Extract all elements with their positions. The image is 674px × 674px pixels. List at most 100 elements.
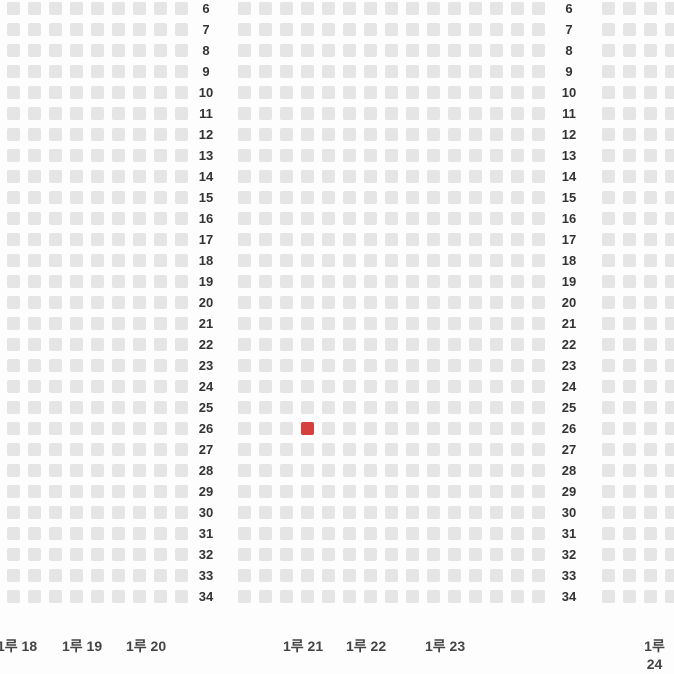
seat[interactable] bbox=[91, 254, 104, 267]
seat[interactable] bbox=[406, 233, 419, 246]
seat[interactable] bbox=[259, 338, 272, 351]
seat[interactable] bbox=[112, 254, 125, 267]
seat[interactable] bbox=[364, 590, 377, 603]
seat[interactable] bbox=[91, 506, 104, 519]
seat[interactable] bbox=[70, 233, 83, 246]
seat[interactable] bbox=[427, 401, 440, 414]
seat[interactable] bbox=[91, 359, 104, 372]
seat[interactable] bbox=[112, 338, 125, 351]
seat[interactable] bbox=[259, 23, 272, 36]
seat[interactable] bbox=[665, 317, 674, 330]
seat[interactable] bbox=[406, 443, 419, 456]
seat[interactable] bbox=[154, 527, 167, 540]
seat[interactable] bbox=[280, 254, 293, 267]
seat[interactable] bbox=[28, 65, 41, 78]
seat[interactable] bbox=[301, 422, 314, 435]
seat[interactable] bbox=[49, 23, 62, 36]
seat[interactable] bbox=[623, 380, 636, 393]
seat[interactable] bbox=[238, 590, 251, 603]
seat[interactable] bbox=[133, 44, 146, 57]
seat[interactable] bbox=[154, 23, 167, 36]
seat[interactable] bbox=[406, 422, 419, 435]
seat[interactable] bbox=[602, 317, 615, 330]
seat[interactable] bbox=[385, 401, 398, 414]
seat[interactable] bbox=[469, 44, 482, 57]
seat[interactable] bbox=[448, 23, 461, 36]
seat[interactable] bbox=[91, 527, 104, 540]
seat[interactable] bbox=[7, 170, 20, 183]
seat[interactable] bbox=[112, 296, 125, 309]
seat[interactable] bbox=[133, 359, 146, 372]
seat[interactable] bbox=[91, 170, 104, 183]
seat[interactable] bbox=[511, 23, 524, 36]
seat[interactable] bbox=[322, 191, 335, 204]
seat[interactable] bbox=[322, 149, 335, 162]
seat[interactable] bbox=[28, 107, 41, 120]
seat[interactable] bbox=[343, 170, 356, 183]
seat[interactable] bbox=[511, 569, 524, 582]
seat[interactable] bbox=[70, 44, 83, 57]
seat[interactable] bbox=[28, 401, 41, 414]
seat[interactable] bbox=[301, 317, 314, 330]
seat[interactable] bbox=[7, 506, 20, 519]
seat[interactable] bbox=[28, 233, 41, 246]
seat[interactable] bbox=[406, 548, 419, 561]
seat[interactable] bbox=[427, 2, 440, 15]
seat[interactable] bbox=[175, 506, 188, 519]
seat[interactable] bbox=[427, 170, 440, 183]
seat[interactable] bbox=[448, 359, 461, 372]
seat[interactable] bbox=[91, 443, 104, 456]
seat[interactable] bbox=[469, 464, 482, 477]
seat[interactable] bbox=[623, 527, 636, 540]
seat[interactable] bbox=[532, 485, 545, 498]
seat[interactable] bbox=[406, 296, 419, 309]
seat[interactable] bbox=[238, 380, 251, 393]
seat[interactable] bbox=[602, 191, 615, 204]
seat[interactable] bbox=[623, 191, 636, 204]
seat[interactable] bbox=[623, 107, 636, 120]
seat[interactable] bbox=[28, 548, 41, 561]
seat[interactable] bbox=[28, 212, 41, 225]
seat[interactable] bbox=[112, 275, 125, 288]
seat[interactable] bbox=[602, 170, 615, 183]
seat[interactable] bbox=[602, 296, 615, 309]
seat[interactable] bbox=[532, 380, 545, 393]
seat[interactable] bbox=[301, 443, 314, 456]
seat[interactable] bbox=[301, 170, 314, 183]
seat[interactable] bbox=[644, 485, 657, 498]
seat[interactable] bbox=[259, 401, 272, 414]
seat[interactable] bbox=[364, 170, 377, 183]
seat[interactable] bbox=[532, 23, 545, 36]
seat[interactable] bbox=[91, 2, 104, 15]
seat[interactable] bbox=[28, 338, 41, 351]
seat[interactable] bbox=[70, 401, 83, 414]
seat[interactable] bbox=[70, 359, 83, 372]
seat[interactable] bbox=[70, 254, 83, 267]
seat[interactable] bbox=[644, 443, 657, 456]
seat[interactable] bbox=[406, 317, 419, 330]
seat[interactable] bbox=[259, 569, 272, 582]
seat[interactable] bbox=[406, 569, 419, 582]
seat[interactable] bbox=[70, 443, 83, 456]
seat[interactable] bbox=[322, 170, 335, 183]
seat[interactable] bbox=[70, 338, 83, 351]
seat[interactable] bbox=[322, 569, 335, 582]
seat[interactable] bbox=[427, 548, 440, 561]
seat[interactable] bbox=[91, 401, 104, 414]
seat[interactable] bbox=[343, 212, 356, 225]
seat[interactable] bbox=[665, 254, 674, 267]
seat[interactable] bbox=[511, 506, 524, 519]
seat[interactable] bbox=[280, 464, 293, 477]
seat[interactable] bbox=[490, 590, 503, 603]
seat[interactable] bbox=[28, 485, 41, 498]
seat[interactable] bbox=[301, 191, 314, 204]
seat[interactable] bbox=[70, 2, 83, 15]
seat[interactable] bbox=[490, 212, 503, 225]
seat[interactable] bbox=[665, 338, 674, 351]
seat[interactable] bbox=[490, 548, 503, 561]
seat[interactable] bbox=[406, 338, 419, 351]
seat[interactable] bbox=[322, 254, 335, 267]
seat[interactable] bbox=[665, 170, 674, 183]
seat[interactable] bbox=[301, 149, 314, 162]
seat[interactable] bbox=[175, 380, 188, 393]
